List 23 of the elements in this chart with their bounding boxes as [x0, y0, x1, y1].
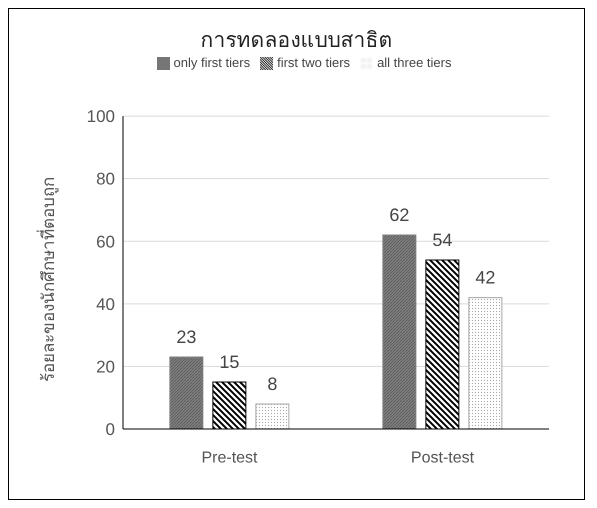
- y-tick-label: 80: [96, 170, 115, 189]
- bar: [169, 356, 204, 429]
- data-label: 23: [176, 327, 196, 348]
- bar: [382, 234, 416, 429]
- y-tick-label: 20: [96, 357, 115, 376]
- legend-label: first two tiers: [277, 55, 350, 70]
- x-tick-label: Pre-test: [201, 449, 258, 466]
- y-tick-label: 0: [106, 420, 115, 440]
- y-tick-label: 40: [96, 294, 115, 314]
- legend-label: all three tiers: [377, 55, 452, 70]
- bar: [255, 403, 290, 429]
- data-label: 42: [475, 268, 496, 288]
- legend-label: only first tiers: [174, 55, 250, 70]
- data-label: 8: [267, 374, 278, 394]
- y-tick-label: 100: [86, 107, 115, 126]
- data-label: 62: [389, 204, 410, 225]
- data-label: 54: [432, 230, 452, 250]
- chart-title: การทดลองแบบสาธิต: [200, 28, 394, 54]
- x-tick-label: Post-test: [410, 449, 475, 466]
- bar: [468, 297, 502, 429]
- y-tick-label: 60: [96, 232, 115, 252]
- y-axis-title: ร้อยละของนักศึกษาที่ตอบถูก: [36, 176, 60, 382]
- data-label: 15: [219, 352, 240, 372]
